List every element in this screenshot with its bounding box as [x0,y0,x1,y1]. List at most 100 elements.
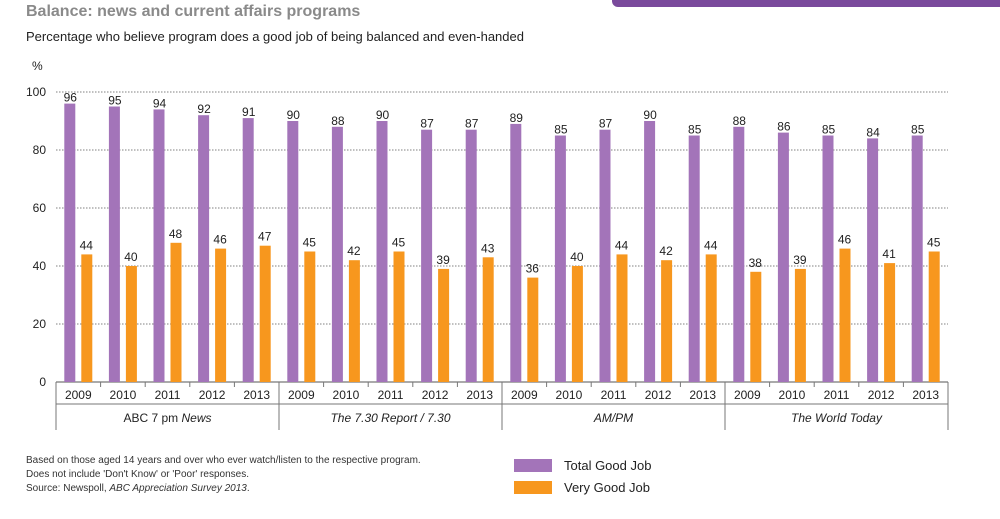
bar-very-good [884,263,896,382]
x-tick-label: 2012 [868,388,895,402]
legend-label-total: Total Good Job [564,457,652,473]
bar-very-good [928,251,940,382]
data-label-very-good: 43 [481,241,495,255]
data-label-total: 88 [733,114,747,128]
source-prefix: Source: Newspoll, [26,483,110,494]
x-tick-label: 2009 [65,388,92,402]
data-label-very-good: 45 [392,236,406,250]
data-label-very-good: 38 [749,256,763,270]
bar-very-good [393,251,405,382]
data-label-total: 92 [197,102,211,116]
data-label-total: 84 [866,125,880,139]
bar-very-good [482,257,494,382]
x-tick-label: 2010 [779,388,806,402]
data-label-very-good: 39 [436,253,450,267]
x-tick-label: 2013 [243,388,270,402]
y-tick-label: 0 [39,375,46,389]
bar-total [867,138,879,382]
bar-very-good [438,268,450,382]
bar-total [331,126,343,382]
footnote: Based on those aged 14 years and over wh… [26,454,446,496]
data-label-total: 87 [420,117,434,131]
bar-total [421,129,433,382]
data-label-very-good: 42 [347,244,361,258]
y-tick-label: 60 [33,201,47,215]
data-label-very-good: 39 [793,253,807,267]
group-label: The 7.30 Report / 7.30 [330,411,450,425]
group-label: ABC 7 pm News [123,411,211,425]
chart-subtitle: Percentage who believe program does a go… [26,29,524,44]
legend-item-very: Very Good Job [514,477,651,497]
data-label-total: 91 [242,105,256,119]
bar-total [911,135,923,382]
bar-very-good [348,260,360,382]
x-tick-label: 2010 [556,388,583,402]
bar-very-good [170,242,182,382]
bar-very-good [527,277,539,382]
group-label-italic: News [182,411,212,425]
data-label-total: 87 [599,117,613,131]
x-tick-label: 2011 [155,388,181,402]
source-title: ABC Appreciation Survey 2013 [109,483,247,494]
data-label-total: 95 [108,94,122,108]
bar-very-good [616,254,628,382]
source-line: Source: Newspoll, ABC Appreciation Surve… [26,482,446,496]
data-label-total: 90 [287,108,301,122]
bar-total [688,135,700,382]
legend-swatch-very [514,480,552,494]
data-label-very-good: 45 [927,236,941,250]
x-tick-label: 2009 [734,388,761,402]
x-tick-label: 2011 [378,388,404,402]
legend-item-total: Total Good Job [514,455,651,475]
group-label-italic: The 7.30 Report / 7.30 [330,411,450,425]
data-label-very-good: 40 [570,250,584,264]
data-label-total: 96 [64,91,78,105]
x-tick-label: 2011 [601,388,627,402]
group-label: The World Today [791,411,883,425]
group-label-italic: AM/PM [593,411,633,425]
bar-total [64,103,76,382]
source-suffix: . [246,483,250,494]
group-label-italic: The World Today [791,411,883,425]
bar-total [599,129,611,382]
data-label-total: 85 [554,123,568,137]
bar-very-good [839,248,851,382]
bar-total [108,106,120,382]
x-tick-label: 2012 [645,388,672,402]
bar-total [733,126,745,382]
data-label-total: 85 [688,123,702,137]
data-label-very-good: 47 [258,230,272,244]
data-label-very-good: 44 [704,238,718,252]
x-tick-label: 2010 [333,388,360,402]
group-label: AM/PM [593,411,633,425]
data-label-total: 89 [510,111,524,125]
bar-very-good [259,245,271,382]
x-tick-label: 2009 [288,388,315,402]
data-label-very-good: 42 [659,244,673,258]
data-label-total: 85 [911,123,925,137]
bar-very-good [125,266,137,382]
data-label-total: 87 [465,117,479,131]
y-tick-label: 40 [33,259,47,273]
bar-very-good [794,268,806,382]
bar-total [777,132,789,382]
legend-swatch-total [514,458,552,472]
bar-very-good [81,254,93,382]
data-label-very-good: 48 [169,227,183,241]
bar-total [554,135,566,382]
chart-title: Balance: news and current affairs progra… [26,3,361,20]
data-label-very-good: 41 [882,247,896,261]
x-tick-label: 2009 [511,388,538,402]
legend: Total Good Job Very Good Job [514,455,651,499]
legend-label-very: Very Good Job [564,479,650,495]
x-tick-label: 2010 [110,388,137,402]
y-tick-label: 80 [33,143,47,157]
bar-very-good [215,248,227,382]
data-label-total: 86 [777,120,791,134]
y-tick-label: 20 [33,317,47,331]
data-label-very-good: 46 [838,233,852,247]
bar-total [376,121,388,382]
bar-very-good [304,251,316,382]
accent-bar [612,0,1000,7]
